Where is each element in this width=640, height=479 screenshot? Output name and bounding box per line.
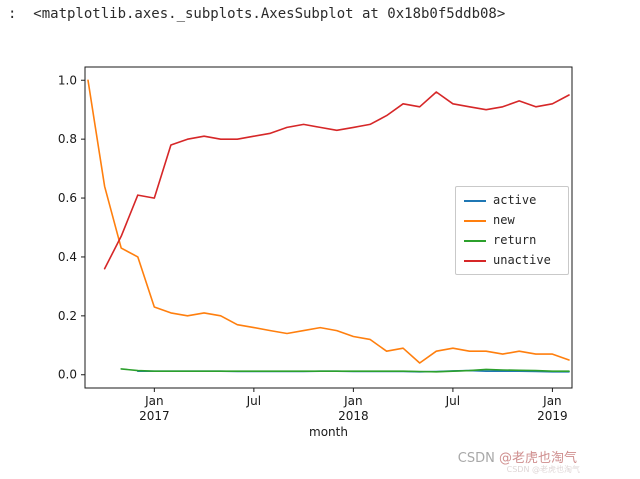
chart-line-new (87, 79, 570, 364)
x-tick-label: Jul (246, 394, 261, 408)
x-tick-label: Jan (144, 394, 164, 408)
legend-item-return: return (464, 233, 560, 248)
watermark-prefix: CSDN (457, 451, 499, 466)
legend-line-swatch-active (464, 199, 486, 202)
csdn-watermark-small: CSDN @老虎也淘气 (506, 465, 580, 474)
legend-item-active: active (464, 193, 560, 208)
x-tick-year-label: 2018 (338, 409, 369, 423)
legend-label-return: return (493, 233, 537, 247)
chart-line-unactive (103, 91, 570, 270)
legend-label-unactive: unactive (493, 253, 551, 267)
csdn-watermark: CSDN @老虎也淘气 (458, 447, 577, 466)
legend-line-swatch-new (464, 219, 486, 222)
x-axis-label: month (309, 425, 348, 439)
repr-output-text: : <matplotlib.axes._subplots.AxesSubplot… (8, 6, 506, 22)
legend-label-active: active (493, 193, 537, 207)
x-tick-label: Jul (445, 394, 460, 408)
x-tick-label: Jan (542, 394, 562, 408)
y-tick-label: 0.0 (58, 368, 77, 382)
y-tick-label: 0.4 (58, 250, 77, 264)
legend-item-unactive: unactive (464, 253, 560, 268)
legend-line-swatch-return (464, 239, 486, 242)
x-tick-year-label: 2017 (139, 409, 170, 423)
chart-legend: active new return unactive (455, 186, 569, 275)
chart-line-return (120, 368, 570, 373)
legend-line-swatch-unactive (464, 259, 486, 262)
axes-spines (84, 66, 573, 389)
watermark-username: @老虎也淘气 (498, 451, 577, 466)
y-tick-label: 0.6 (58, 191, 77, 205)
x-tick-year-label: 2019 (537, 409, 568, 423)
x-tick-label: Jan (343, 394, 363, 408)
legend-label-new: new (493, 213, 515, 227)
y-tick-label: 0.2 (58, 309, 77, 323)
y-tick-label: 0.8 (58, 132, 77, 146)
y-tick-label: 1.0 (58, 73, 77, 87)
legend-item-new: new (464, 213, 560, 228)
